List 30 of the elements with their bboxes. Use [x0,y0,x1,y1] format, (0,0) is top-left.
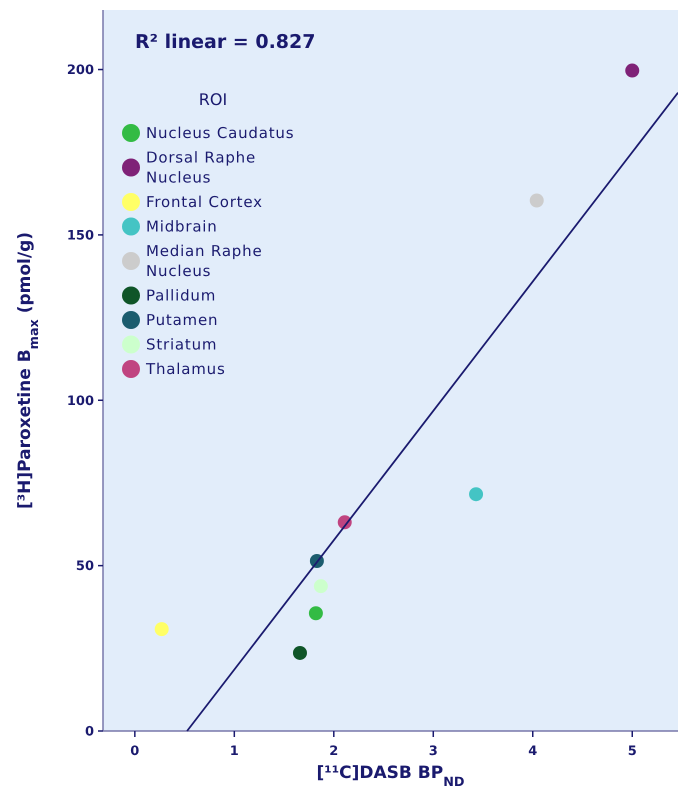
x-tick-label: 1 [230,744,239,759]
x-tick-label: 4 [528,744,538,759]
x-axis-title: [¹¹C]DASB BP$_{ND}$ [316,763,464,790]
legend-label: Nucleus Caudatus [146,124,294,142]
point [469,487,484,502]
y-tick-label: 100 [66,394,94,409]
legend-label: Thalamus [145,360,226,378]
point [308,606,323,620]
legend-title: ROI [198,90,228,109]
point [530,194,544,208]
x-tick-label: 3 [428,744,438,759]
legend-label: Midbrain [146,218,218,236]
legend-label: Median Raphe Nucleus [146,242,262,280]
y-tick-label: 150 [66,228,94,244]
y-tick-label: 0 [84,724,94,740]
annotation: R² linear = 0.827 [135,31,316,53]
x-tick-label: 2 [329,744,338,759]
point [154,622,169,636]
y-tick-label: 200 [66,63,94,78]
point [314,579,328,594]
x-tick-label: 0 [130,744,140,759]
point [292,646,307,660]
legend-label: Dorsal Raphe Nucleus [146,148,256,186]
y-tick-label: 50 [76,559,94,574]
legend-label: Putamen [146,311,218,329]
x-tick-label: 5 [628,744,637,759]
legend-label: Frontal Cortex [146,193,263,211]
legend-label: Pallidum [146,286,216,304]
legend-label: Striatum [146,336,218,354]
point [625,64,640,78]
